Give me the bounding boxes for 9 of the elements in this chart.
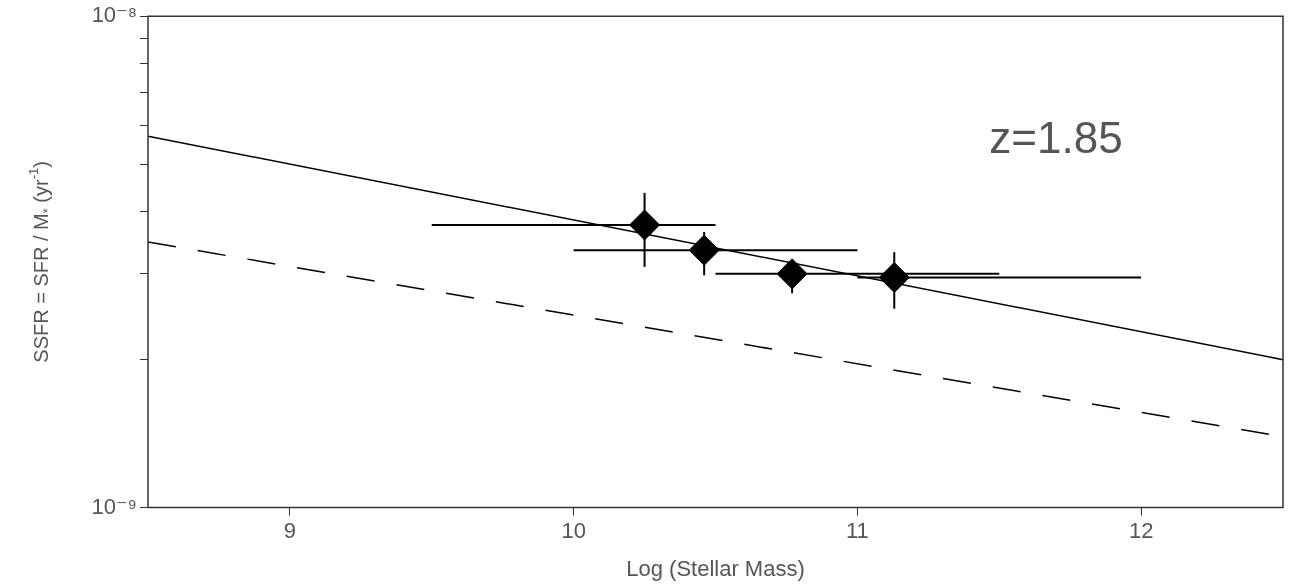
x-tick-label: 10 — [561, 517, 586, 543]
annotation: z=1.85 — [989, 113, 1123, 163]
x-tick-label: 12 — [1128, 517, 1154, 543]
y-tick-label: 10⁻⁹ — [91, 493, 137, 519]
x-axis-title: Log (Stellar Mass) — [626, 556, 805, 582]
x-tick-label: 11 — [845, 517, 869, 543]
x-tick-label: 9 — [283, 517, 296, 543]
y-tick-label: 10⁻⁸ — [91, 2, 137, 28]
y-axis-title: SSFR = SFR / M* (yr-1) — [25, 161, 55, 363]
